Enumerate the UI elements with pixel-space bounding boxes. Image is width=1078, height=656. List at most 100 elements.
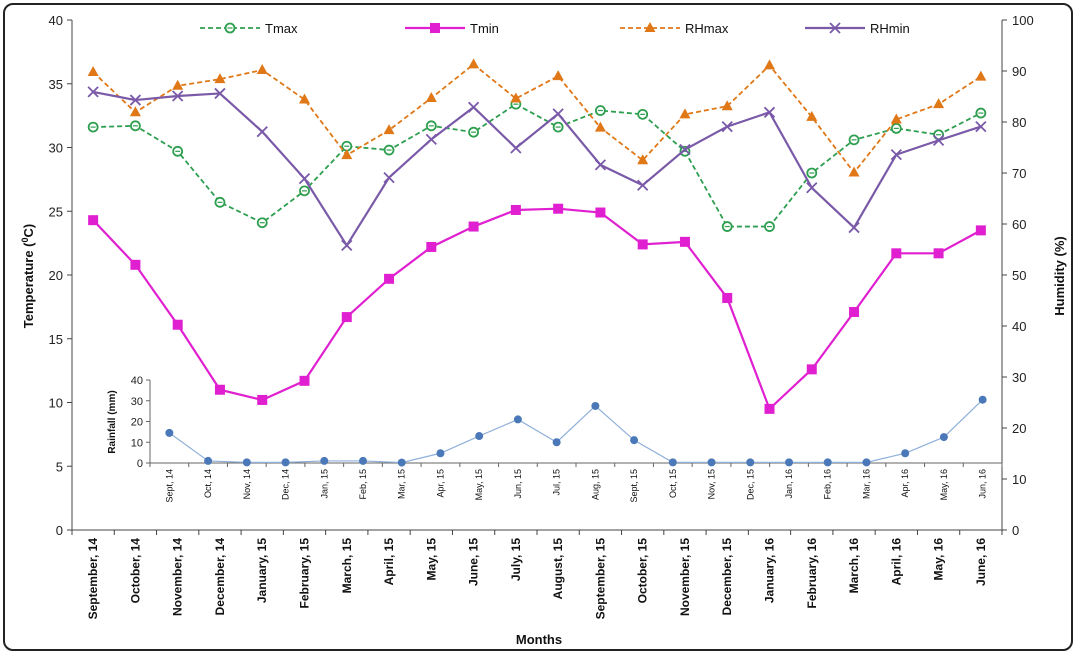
series-line-rhmax	[92, 63, 982, 174]
tmin-point	[679, 236, 690, 247]
rhmax-point	[468, 58, 480, 69]
tmin-point	[975, 225, 986, 236]
rhmin-point	[763, 106, 776, 118]
main-x-tick-labels: September, 14 October, 14 November, 14 Dece…	[86, 538, 988, 620]
legend-label-tmax: Tmax	[265, 21, 298, 36]
tmin-point	[88, 215, 99, 226]
tmin-point	[849, 306, 860, 317]
y-right-tick-label: 90	[1012, 64, 1026, 79]
rainfall-point	[397, 458, 406, 467]
rainfall-point	[436, 449, 445, 458]
tmin-point	[595, 207, 606, 218]
rhmin-point	[425, 133, 437, 145]
rhmin-point	[87, 86, 99, 98]
tmin-point	[130, 259, 141, 270]
y-axis-right-title: Humidity (%)	[1052, 236, 1067, 315]
rhmax-point	[129, 106, 141, 117]
inset-y-tick-label: 0	[137, 458, 143, 470]
tmin-point	[637, 239, 648, 250]
rhmin-point	[214, 87, 226, 100]
rhmin-point	[510, 142, 522, 154]
legend: Tmax Tmin RHmax RHmin	[200, 21, 910, 36]
rhmax-point	[848, 166, 860, 177]
tmin-point	[553, 203, 564, 214]
tmin-point	[510, 204, 521, 215]
x-axis-title: Months	[516, 632, 562, 647]
inset-x-tick-label: May, 16	[939, 469, 949, 500]
rainfall-point	[939, 433, 948, 442]
rhmin-point	[256, 126, 268, 138]
x-tick-label: November, 14	[171, 538, 185, 616]
y-right-tick-label: 0	[1012, 523, 1019, 538]
rainfall-point	[785, 458, 793, 467]
inset-x-tick-label: Jan, 16	[784, 469, 794, 499]
rainfall-point	[281, 458, 290, 467]
y-left-tick-label: 20	[49, 268, 63, 283]
inset-x-tick-label: Mar, 16	[861, 469, 871, 499]
main-axes	[71, 20, 1003, 531]
y-right-tick-label: 80	[1012, 115, 1026, 130]
rhmax-point	[341, 149, 353, 160]
inset-x-tick-label: Nov, 15	[707, 469, 717, 499]
inset-x-tick-label: Sept, 15	[629, 469, 639, 503]
y-left-tick-label: 5	[56, 459, 63, 474]
y-left-tick-label: 15	[49, 332, 63, 347]
x-tick-label: October, 14	[128, 538, 142, 604]
series-line-tmin	[92, 207, 982, 411]
rainfall-point	[359, 456, 367, 465]
inset-y-tick-label: 10	[131, 437, 143, 449]
rainfall-point	[552, 438, 561, 447]
tmin-point	[891, 248, 902, 259]
rhmin-point	[932, 134, 945, 146]
rhmax-point	[679, 108, 691, 119]
y-right-tick-label: 70	[1012, 166, 1026, 181]
x-tick-label: February, 16	[805, 538, 819, 609]
y-left-tick-label: 35	[49, 77, 63, 92]
inset-y-tick-label: 20	[131, 417, 143, 429]
rainfall-point	[823, 458, 832, 467]
y-right-tick-label: 100	[1012, 13, 1034, 28]
rhmin-point	[829, 22, 841, 34]
rainfall-point	[862, 458, 871, 467]
rainfall-point	[901, 449, 910, 458]
tmin-point	[764, 403, 775, 414]
inset-y-axis-title: Rainfall (mm)	[107, 390, 118, 453]
rainfall-point	[630, 436, 639, 445]
y-axis-left-title: Temperature (0C)	[20, 224, 36, 328]
rhmin-point	[129, 94, 142, 106]
rainfall-line	[169, 399, 984, 464]
rainfall-point	[320, 456, 329, 465]
rhmax-point	[933, 98, 945, 109]
series-line-rhmin	[92, 90, 982, 248]
rhmax-point	[172, 79, 184, 90]
rhmin-point	[298, 172, 311, 185]
x-tick-label: January, 15	[255, 538, 269, 603]
inset-x-tick-label: Feb, 16	[823, 469, 833, 500]
rhmax-point	[637, 154, 649, 165]
rhmin-point	[721, 120, 733, 133]
rainfall-point	[707, 458, 716, 467]
tmin-point	[214, 384, 225, 395]
x-tick-label: July, 15	[509, 538, 523, 581]
tmin-point	[299, 375, 310, 386]
x-tick-label: February, 15	[298, 538, 312, 609]
rhmin-point	[552, 108, 564, 120]
rhmin-point	[806, 182, 818, 194]
x-tick-label: September, 15	[593, 538, 607, 620]
x-tick-label: March, 16	[847, 538, 861, 594]
x-tick-label: December, 14	[213, 538, 227, 616]
x-tick-label: August, 15	[551, 538, 565, 600]
inset-x-tick-label: Sept, 14	[164, 469, 174, 503]
inset-x-tick-label: Jun, 15	[513, 469, 523, 499]
rhmin-point	[679, 143, 691, 156]
inset-x-tick-label: Apr, 16	[900, 469, 910, 498]
rhmax-point	[721, 100, 733, 111]
rainfall-point	[978, 395, 987, 404]
inset-x-tick-label: Feb, 15	[358, 469, 368, 500]
inset-x-tick-label: Oct, 14	[203, 469, 213, 498]
rainfall-point	[165, 428, 174, 437]
rainfall-point	[475, 432, 484, 441]
legend-label-rhmax: RHmax	[685, 21, 729, 36]
